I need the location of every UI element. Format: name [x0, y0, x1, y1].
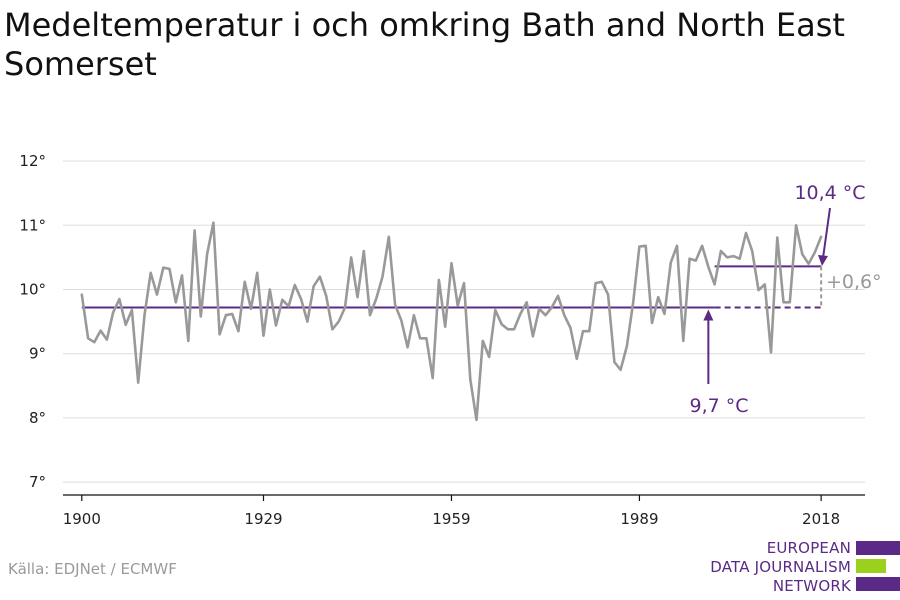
chart-title: Medeltemperatur i och omkring Bath and N…: [4, 6, 845, 83]
logo-text: EUROPEAN DATA JOURNALISM NETWORK: [710, 539, 851, 596]
x-tick-label: 1929: [244, 510, 282, 528]
recent-mean-arrowhead: [818, 255, 828, 266]
y-tick-label: 8°: [29, 409, 46, 427]
logo-line-2: DATA JOURNALISM: [710, 558, 851, 576]
delta-label: +0,6°: [826, 271, 882, 293]
y-tick-label: 11°: [19, 216, 46, 234]
x-tick-label: 2018: [802, 510, 840, 528]
temperature-line: [80, 221, 823, 422]
x-tick-label: 1959: [432, 510, 470, 528]
logo-bar-purple-2: [856, 577, 900, 591]
y-tick-label: 10°: [19, 280, 46, 298]
axes: 7° 8° 9° 10° 11° 12° 1900 1929 1959 1989 2018: [19, 152, 865, 528]
x-tick-label: 1900: [63, 510, 101, 528]
source-note: Källa: EDJNet / ECMWF: [8, 560, 177, 578]
logo-line-1: EUROPEAN: [766, 539, 851, 557]
temperature-series: [80, 221, 823, 422]
x-tick-label: 1989: [620, 510, 658, 528]
grid-lines: [63, 160, 865, 483]
recent-mean-arrow: [822, 207, 831, 259]
annotations: 10,4 °C 9,7 °C +0,6°: [689, 182, 881, 417]
logo-bar-green: [856, 559, 886, 573]
logo-bar-purple: [856, 541, 900, 555]
mean-label: 9,7 °C: [689, 395, 748, 417]
y-tick-label: 9°: [29, 345, 46, 363]
y-tick-label: 12°: [19, 152, 46, 170]
y-tick-label: 7°: [29, 473, 46, 491]
recent-mean-label: 10,4 °C: [794, 182, 865, 204]
mean-arrowhead: [703, 309, 714, 321]
edjnet-logo: EUROPEAN DATA JOURNALISM NETWORK: [704, 537, 900, 597]
logo-line-3: NETWORK: [772, 577, 851, 595]
